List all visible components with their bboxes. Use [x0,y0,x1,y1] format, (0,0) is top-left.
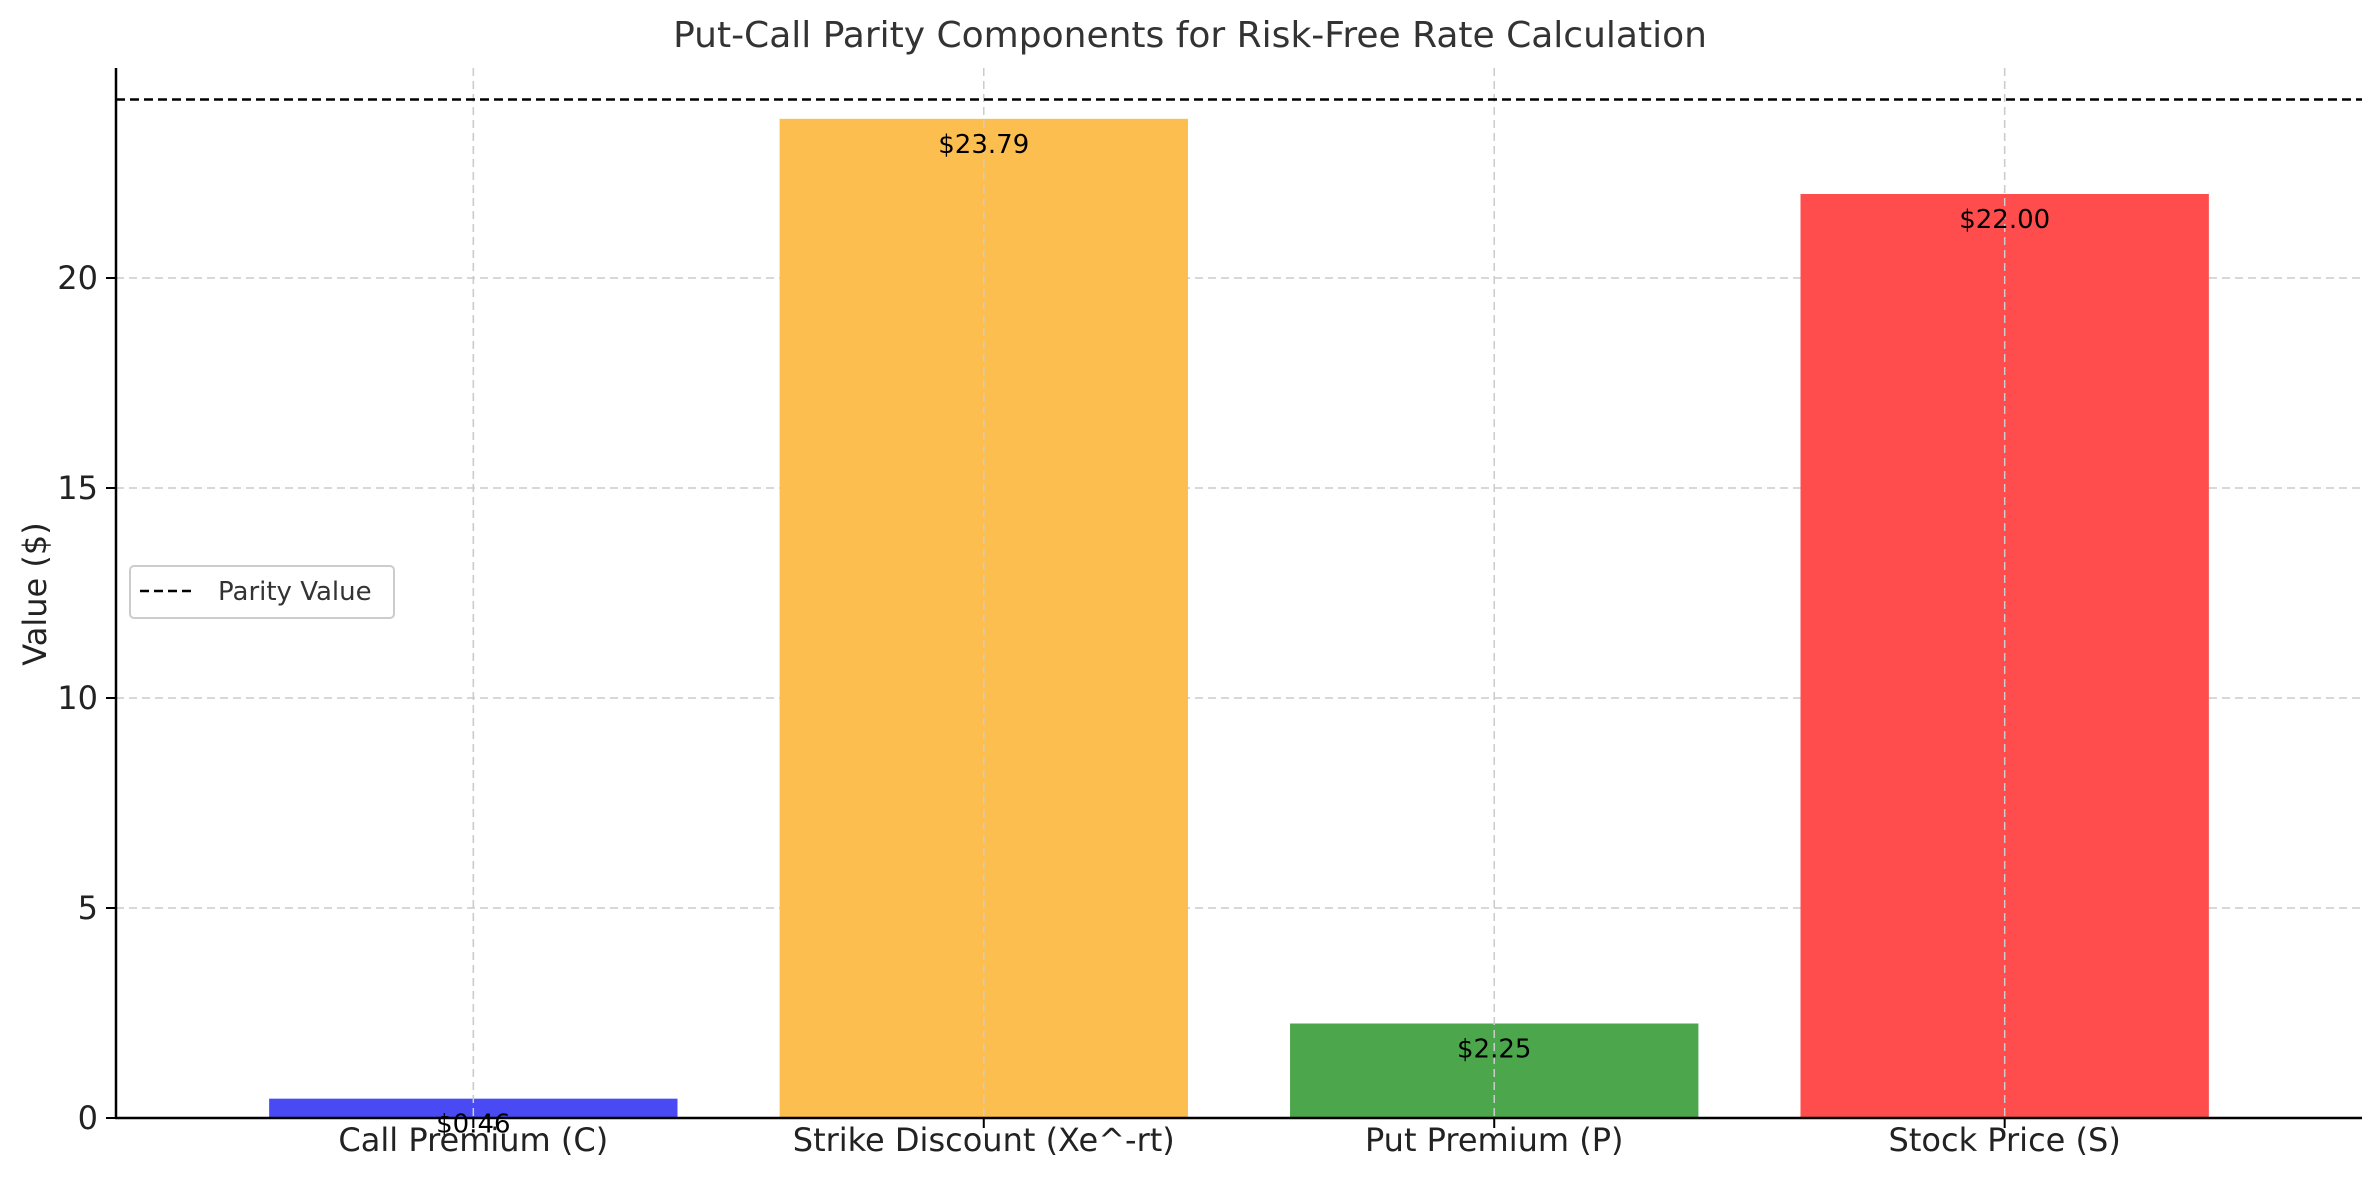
legend: Parity Value [129,565,395,619]
bars-layer: $0.46$23.79$2.25$22.00 [269,68,2209,1140]
y-tick-label: 0 [78,1099,98,1137]
legend-box [129,565,395,619]
y-axis-label: Value ($) [16,522,54,665]
y-tick-label: 15 [57,469,98,507]
x-tick-label: Call Premium (C) [338,1121,608,1159]
bar-value-label: $22.00 [1959,205,2050,235]
y-tick-label: 10 [57,679,98,717]
x-tick-label: Stock Price (S) [1889,1121,2121,1159]
legend-entry-parity-value: Parity Value [218,577,372,607]
bar-value-label: $2.25 [1457,1035,1531,1065]
x-tick-label: Strike Discount (Xe^-rt) [793,1121,1175,1159]
y-tick-label: 5 [78,889,98,927]
x-tick-label: Put Premium (P) [1365,1121,1624,1159]
y-tick-label: 20 [57,259,98,297]
axes-layer: 0 5 10 15 20 Call Premium (C) Strike Discount … [57,68,2362,1159]
bar-value-label: $23.79 [938,130,1029,160]
chart-title: Put-Call Parity Components for Risk-Free… [673,15,1707,56]
